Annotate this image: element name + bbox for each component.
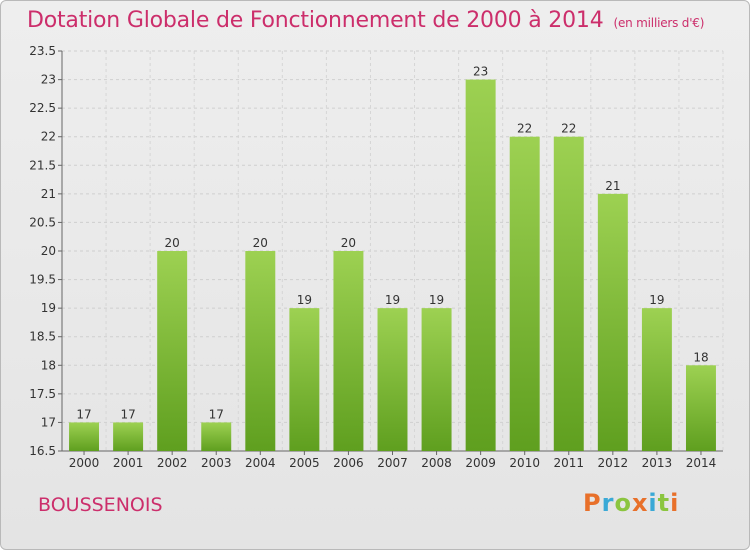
y-tick-label: 18.5 [29,330,56,344]
commune-name: BOUSSENOIS [38,494,163,516]
y-tick-label: 23.5 [29,44,56,58]
bar-2001 [113,422,144,451]
x-tick-label-2007: 2007 [377,456,408,470]
data-label-2006: 20 [341,236,356,250]
y-tick-label: 20.5 [29,215,56,229]
bar-2004 [245,251,276,451]
x-tick-label-2002: 2002 [157,456,188,470]
logo-letter: i [648,489,658,517]
y-tick-label: 19.5 [29,273,56,287]
y-tick-label: 22 [41,130,56,144]
bar-2007 [377,308,408,451]
x-tick-label-2014: 2014 [686,456,717,470]
bar-2014 [685,365,716,451]
x-tick-label-2009: 2009 [465,456,496,470]
bar-2013 [641,308,672,451]
data-label-2011: 22 [561,122,576,136]
x-tick-label-2005: 2005 [289,456,320,470]
chart-subtitle: (en milliers d'€) [613,16,705,30]
y-tick-label: 22.5 [29,101,56,115]
bar-2005 [289,308,320,451]
logo-letter: P [583,489,602,517]
bar-2010 [509,136,540,451]
data-labels: 17 17 20 17 20 19 20 19 19 23 22 22 21 19 18 [76,65,708,422]
data-label-2013: 19 [649,293,664,307]
data-label-2000: 17 [76,407,91,421]
logo-letter: x [631,489,649,517]
y-tick-label: 17 [41,415,56,429]
x-tick-label-2006: 2006 [333,456,364,470]
y-tick-label: 16.5 [29,444,56,458]
data-label-2008: 19 [429,293,444,307]
y-tick-label: 17.5 [29,387,56,401]
data-label-2004: 20 [253,236,268,250]
logo-letter: i [670,489,680,517]
x-tick-label-2008: 2008 [421,456,452,470]
chart-title: Dotation Globale de Fonctionnement de 20… [27,8,704,33]
x-tick-label-2012: 2012 [598,456,629,470]
x-tick-label-2003: 2003 [201,456,232,470]
bar-2008 [421,308,452,451]
y-tick-label: 18 [41,358,56,372]
y-tick-label: 21.5 [29,158,56,172]
y-tick-label: 23 [41,73,56,87]
data-label-2002: 20 [165,236,180,250]
x-tick-label-2010: 2010 [509,456,540,470]
x-tick-label-2004: 2004 [245,456,276,470]
x-tick-label-2001: 2001 [113,456,144,470]
logo-letter: t [657,489,671,517]
data-label-2010: 22 [517,122,532,136]
x-tick-labels: 2000 2001 2002 2003 2004 2005 2006 2007 2008 2009… [69,456,716,470]
bar-2002 [157,251,188,451]
bar-2012 [597,193,628,451]
data-label-2005: 19 [297,293,312,307]
title-text: Dotation Globale de Fonctionnement de 20… [27,8,604,33]
data-label-2014: 18 [693,350,708,364]
y-tick-label: 21 [41,187,56,201]
proxiti-logo[interactable]: Proxiti [583,489,679,517]
x-tick-label-2000: 2000 [69,456,100,470]
logo-letter: r [601,489,615,517]
bar-2006 [333,251,364,451]
bar-2011 [553,136,584,451]
data-label-2007: 19 [385,293,400,307]
bars [69,79,716,452]
bar-2003 [201,422,232,451]
data-label-2003: 17 [209,407,224,421]
logo-letter: o [614,489,632,517]
data-label-2001: 17 [120,407,135,421]
x-tick-label-2011: 2011 [553,456,584,470]
bar-2000 [69,422,100,451]
y-tick-label: 19 [41,301,56,315]
y-tick-labels: 16.5 17 17.5 18 18.5 19 19.5 20 20.5 21 21.5 22 22.5… [29,44,56,458]
bar-2009 [465,79,496,452]
data-label-2012: 21 [605,179,620,193]
y-tick-label: 20 [41,244,56,258]
data-label-2009: 23 [473,65,488,79]
x-tick-label-2013: 2013 [642,456,673,470]
